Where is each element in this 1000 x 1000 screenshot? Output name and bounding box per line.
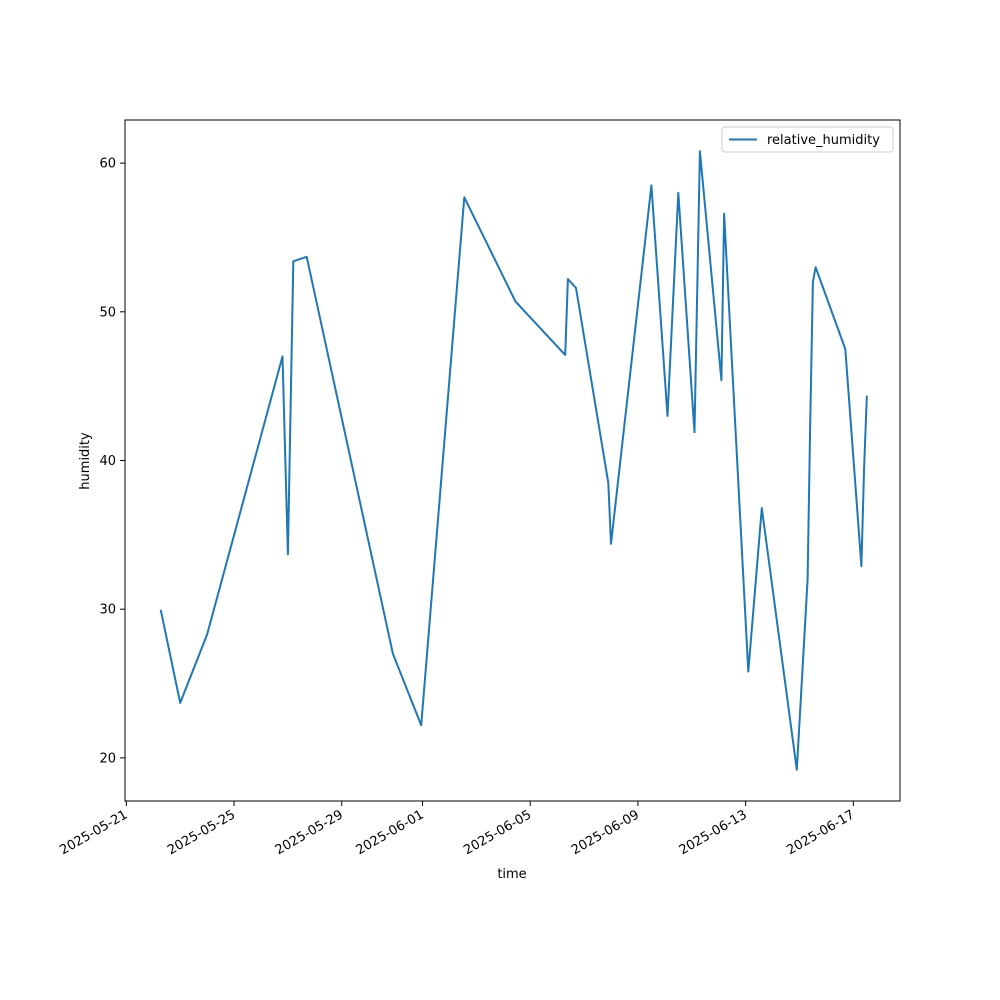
y-tick-label: 50 <box>99 305 116 320</box>
series-line-relative-humidity <box>159 150 868 771</box>
y-tick-label: 40 <box>99 454 116 469</box>
y-tick-label: 20 <box>99 751 116 766</box>
plot-area <box>125 120 900 801</box>
x-axis-label: time <box>497 867 526 882</box>
y-axis-label: humidity <box>78 432 93 490</box>
y-tick-label: 60 <box>99 157 116 172</box>
legend-label: relative_humidity <box>767 133 880 148</box>
y-tick-label: 30 <box>99 603 116 618</box>
series-layer <box>159 150 868 771</box>
legend: relative_humidity <box>721 126 894 153</box>
legend-box <box>721 126 894 153</box>
y-axis-ticks: 20 30 40 50 60 <box>99 157 125 766</box>
